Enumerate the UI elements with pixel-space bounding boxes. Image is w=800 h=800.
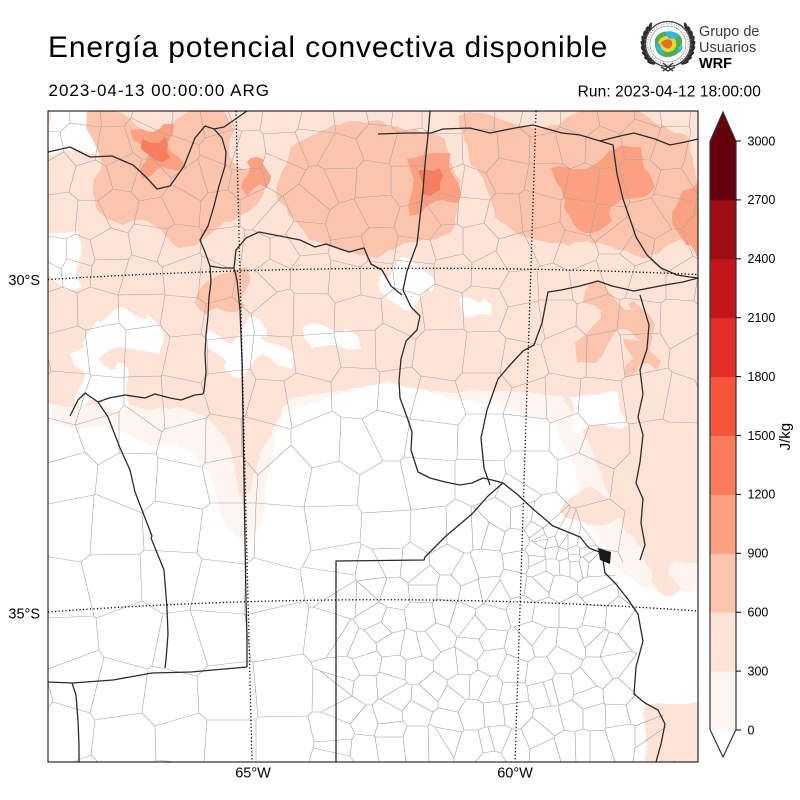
svg-text:2700: 2700	[748, 193, 776, 207]
svg-text:2400: 2400	[748, 252, 776, 266]
svg-text:WRF: WRF	[699, 56, 732, 72]
svg-text:Energía potencial convectiva d: Energía potencial convectiva disponible	[48, 31, 608, 64]
svg-text:2023-04-13 00:00:00 ARG: 2023-04-13 00:00:00 ARG	[49, 81, 270, 100]
svg-text:1800: 1800	[748, 370, 776, 384]
svg-text:600: 600	[748, 606, 769, 620]
svg-text:65°W: 65°W	[235, 766, 271, 782]
svg-text:Run: 2023-04-12 18:00:00: Run: 2023-04-12 18:00:00	[578, 83, 762, 100]
svg-text:35°S: 35°S	[8, 607, 40, 623]
svg-text:60°W: 60°W	[497, 766, 533, 782]
svg-text:1500: 1500	[748, 429, 776, 443]
svg-text:Usuarios: Usuarios	[699, 40, 756, 56]
svg-text:300: 300	[748, 664, 769, 678]
svg-text:30°S: 30°S	[8, 273, 40, 289]
svg-text:J/kg: J/kg	[777, 423, 794, 451]
svg-text:Grupo de: Grupo de	[699, 24, 759, 40]
svg-text:1200: 1200	[748, 488, 776, 502]
svg-text:0: 0	[748, 723, 755, 737]
svg-text:900: 900	[748, 547, 769, 561]
svg-text:3000: 3000	[748, 134, 776, 148]
svg-text:2100: 2100	[748, 311, 776, 325]
